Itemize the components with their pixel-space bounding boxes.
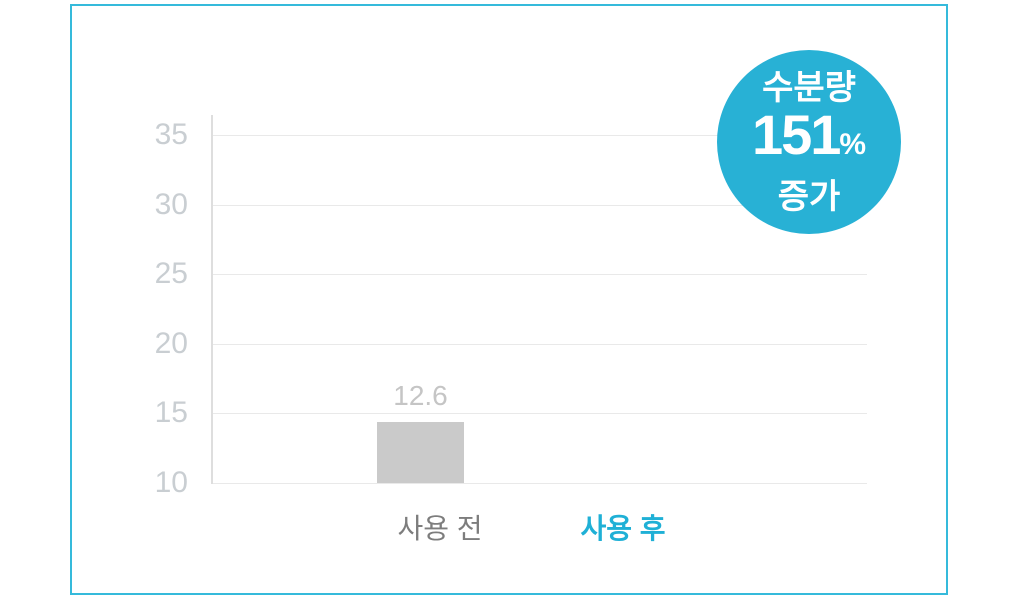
y-tick-label-15: 15 bbox=[154, 396, 188, 430]
badge-percentage-number: 151 bbox=[751, 102, 841, 166]
gridline-y20 bbox=[211, 343, 867, 345]
badge-percent-sign: % bbox=[839, 127, 867, 161]
badge-title: 수분량 bbox=[762, 68, 856, 107]
y-tick-label-10: 10 bbox=[154, 466, 188, 499]
gridline-y35 bbox=[211, 135, 867, 136]
gridline-y30 bbox=[211, 204, 867, 206]
bar-before bbox=[377, 422, 464, 483]
moisture-increase-badge: 수분량 151% 증가 bbox=[717, 50, 901, 234]
x-category-label-before: 사용 전 bbox=[397, 513, 483, 544]
y-tick-label-25: 25 bbox=[154, 257, 188, 291]
gridline-y15 bbox=[211, 413, 867, 415]
badge-subtitle: 증가 bbox=[777, 177, 841, 216]
y-axis-line bbox=[211, 115, 213, 484]
gridline-y25 bbox=[211, 274, 867, 276]
gridline-y10 bbox=[211, 483, 867, 484]
x-category-label-after: 사용 후 bbox=[580, 513, 666, 544]
y-tick-label-35: 35 bbox=[154, 118, 188, 151]
bar-value-label: 12.6 bbox=[393, 380, 448, 411]
badge-value-line: 151% bbox=[752, 106, 867, 176]
y-tick-label-30: 30 bbox=[154, 187, 188, 221]
y-tick-label-20: 20 bbox=[154, 326, 188, 360]
